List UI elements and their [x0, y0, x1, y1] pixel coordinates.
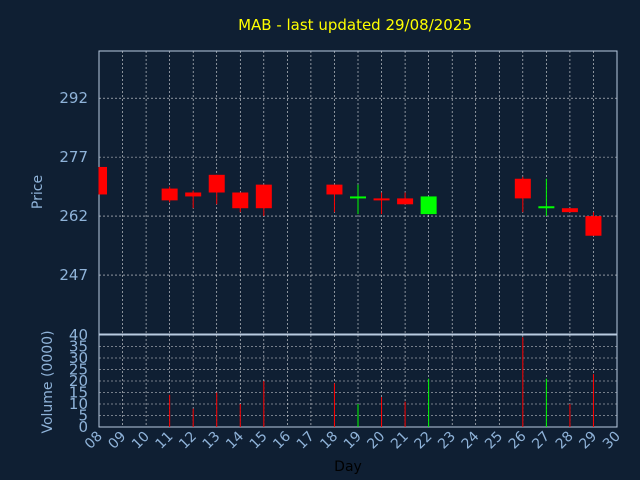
x-tick-label: 20 — [364, 429, 388, 453]
volume-tick-label: 35 — [69, 338, 88, 356]
x-tick-label: 13 — [200, 429, 224, 453]
x-tick-label: 21 — [388, 429, 412, 453]
x-tick-label: 12 — [176, 429, 200, 453]
x-tick-label: 24 — [459, 428, 483, 452]
x-tick-label: 29 — [576, 429, 600, 453]
x-tick-label: 26 — [506, 428, 530, 452]
candle-body — [397, 198, 414, 205]
candle-body — [232, 192, 249, 209]
x-tick-label: 23 — [435, 429, 459, 453]
volume-tick-label: 20 — [69, 372, 88, 390]
volume-tick-label: 0 — [78, 418, 88, 436]
price-axis-label: Price — [30, 175, 46, 209]
chart-title: MAB - last updated 29/08/2025 — [238, 16, 472, 34]
x-tick-label: 19 — [341, 429, 365, 453]
x-tick-label: 18 — [317, 429, 341, 453]
x-tick-label: 10 — [129, 429, 153, 453]
x-tick-label: 17 — [294, 429, 318, 453]
candle-body — [208, 174, 225, 193]
candle-body — [185, 192, 202, 197]
volume-tick-label: 30 — [69, 349, 88, 367]
x-axis: 08 09 10 11 12 13 14 15 16 17 18 19 20 21 22 23 24 25 26 27… — [82, 428, 624, 452]
x-axis-label: Day — [334, 459, 362, 475]
price-axis: 247 262 277 292 — [59, 89, 88, 284]
volume-tick-label: 5 — [78, 407, 88, 425]
x-tick-label: 27 — [529, 429, 553, 453]
x-tick-label: 14 — [223, 428, 247, 452]
candle-body — [99, 166, 107, 195]
x-tick-label: 28 — [553, 429, 577, 453]
candles — [98, 166, 602, 236]
price-tick-label: 247 — [59, 266, 88, 284]
volume-tick-label: 25 — [69, 361, 88, 379]
volume-axis-label: Volume (0000) — [40, 330, 56, 433]
candle-body — [585, 216, 602, 236]
x-tick-label: 09 — [105, 429, 129, 453]
candle-body — [538, 206, 555, 209]
volume-tick-label: 10 — [69, 395, 88, 413]
volume-tick-label: 15 — [69, 384, 88, 402]
candle-body — [161, 188, 178, 201]
volume-bars — [169, 337, 594, 427]
candle-body — [350, 196, 366, 199]
x-tick-label: 15 — [247, 429, 271, 453]
x-tick-label: 30 — [600, 429, 624, 453]
price-tick-label: 292 — [59, 89, 88, 107]
candle-body — [255, 184, 272, 209]
volume-tick-label: 40 — [69, 326, 88, 344]
candle-body — [326, 184, 343, 195]
x-tick-label: 22 — [412, 429, 436, 453]
candle-body — [514, 178, 531, 199]
grid — [98, 51, 618, 428]
x-tick-label: 16 — [270, 428, 294, 452]
x-tick-label: 11 — [153, 429, 177, 453]
x-tick-label: 25 — [482, 429, 506, 453]
price-tick-label: 262 — [59, 207, 88, 225]
candle-body — [561, 208, 578, 213]
price-tick-label: 277 — [59, 148, 88, 166]
candle-body — [373, 198, 390, 201]
candle-body — [420, 196, 437, 215]
